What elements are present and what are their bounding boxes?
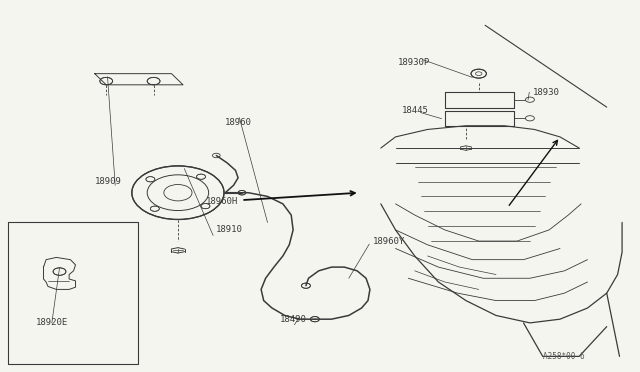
- Text: 18960: 18960: [225, 118, 252, 126]
- Circle shape: [238, 190, 246, 195]
- Circle shape: [147, 77, 160, 85]
- Text: 18445: 18445: [402, 106, 429, 115]
- Circle shape: [100, 77, 113, 85]
- Circle shape: [150, 206, 159, 211]
- Text: 18490: 18490: [280, 315, 307, 324]
- Circle shape: [471, 69, 486, 78]
- Circle shape: [146, 177, 155, 182]
- Text: 18960H: 18960H: [206, 198, 238, 206]
- Text: 18960Y: 18960Y: [372, 237, 404, 246]
- Circle shape: [201, 203, 210, 209]
- Text: 18920E: 18920E: [36, 318, 68, 327]
- Text: 18930P: 18930P: [398, 58, 430, 67]
- Circle shape: [301, 283, 310, 288]
- Circle shape: [132, 166, 224, 219]
- Circle shape: [196, 174, 205, 179]
- Text: 18909: 18909: [95, 177, 122, 186]
- Text: 18930: 18930: [532, 88, 559, 97]
- Text: 18910: 18910: [216, 225, 243, 234]
- Text: A258*00 6: A258*00 6: [543, 352, 584, 361]
- Circle shape: [310, 317, 319, 322]
- Circle shape: [53, 268, 66, 275]
